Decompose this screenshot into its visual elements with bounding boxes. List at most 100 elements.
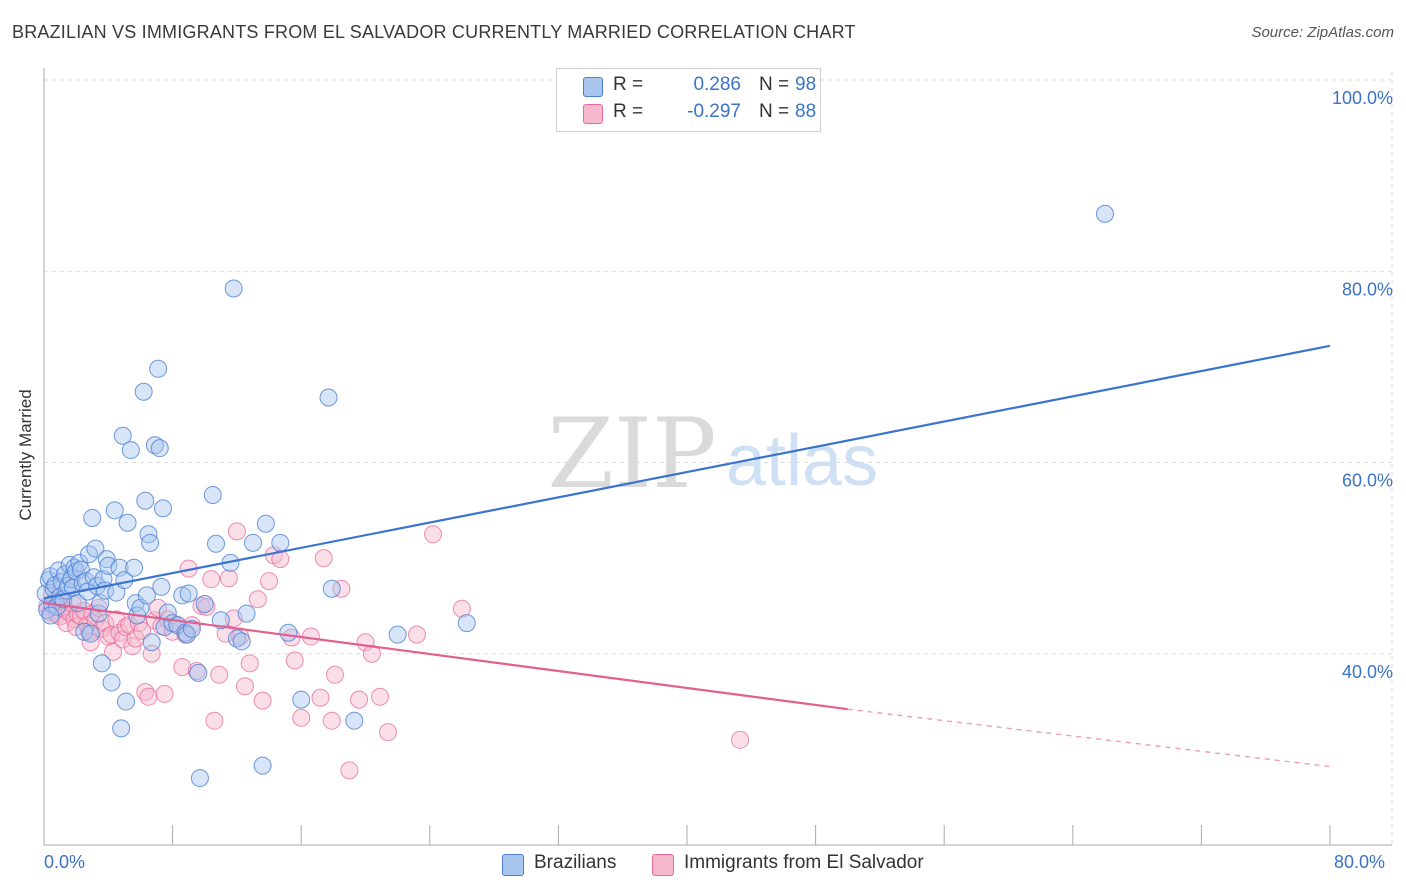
point-el-salvador bbox=[248, 590, 267, 609]
x-tick-label-min: 0.0% bbox=[44, 852, 86, 872]
x-tick-label-max: 80.0% bbox=[1334, 852, 1386, 872]
point-brazilian bbox=[116, 692, 135, 711]
point-brazilian bbox=[195, 595, 214, 614]
point-el-salvador bbox=[325, 665, 344, 684]
point-el-salvador bbox=[452, 599, 471, 618]
legend-n-value: 98 bbox=[795, 74, 817, 95]
point-brazilian bbox=[99, 556, 118, 575]
point-brazilian bbox=[182, 619, 201, 638]
point-brazilian bbox=[203, 486, 222, 505]
point-el-salvador bbox=[235, 677, 254, 696]
point-brazilian bbox=[292, 690, 311, 709]
point-el-salvador bbox=[104, 642, 123, 661]
legend-n-value: 88 bbox=[795, 101, 817, 122]
bottom-legend-label: Immigrants from El Salvador bbox=[684, 852, 924, 873]
point-el-salvador bbox=[205, 711, 224, 730]
point-brazilian bbox=[113, 426, 132, 445]
point-el-salvador bbox=[311, 688, 330, 707]
point-brazilian bbox=[136, 491, 155, 510]
point-brazilian bbox=[145, 436, 164, 455]
correlation-legend: R = 0.286 N = 98 R = -0.297 N = 88 bbox=[556, 68, 821, 132]
point-el-salvador bbox=[362, 644, 381, 663]
y-tick-label: 80.0% bbox=[1342, 279, 1393, 299]
point-brazilian bbox=[125, 558, 144, 577]
point-brazilian bbox=[105, 501, 124, 520]
point-brazilian bbox=[141, 533, 160, 552]
point-brazilian bbox=[319, 388, 338, 407]
point-el-salvador bbox=[155, 684, 174, 703]
point-el-salvador bbox=[424, 525, 443, 544]
point-brazilian bbox=[81, 624, 100, 643]
point-el-salvador bbox=[227, 522, 246, 541]
point-el-salvador bbox=[197, 597, 216, 616]
legend-r-label: R = bbox=[613, 74, 644, 95]
y-axis-title: Currently Married bbox=[16, 389, 35, 521]
y-tick-labels: 40.0% 60.0% 80.0% 100.0% bbox=[1332, 88, 1393, 682]
trendline-brazilians bbox=[43, 344, 1331, 600]
point-brazilian bbox=[134, 382, 153, 401]
point-brazilian bbox=[153, 499, 172, 518]
point-el-salvador bbox=[202, 570, 221, 589]
point-brazilian bbox=[207, 534, 226, 553]
trendlines bbox=[43, 344, 1331, 768]
point-el-salvador bbox=[314, 549, 333, 568]
point-brazilian bbox=[243, 533, 262, 552]
point-el-salvador bbox=[340, 761, 359, 780]
point-brazilian bbox=[189, 663, 208, 682]
point-brazilian bbox=[211, 611, 230, 630]
source-label: Source: ZipAtlas.com bbox=[1251, 24, 1394, 41]
legend-r-label: R = bbox=[613, 101, 644, 122]
point-el-salvador bbox=[379, 723, 398, 742]
legend-r-value: -0.297 bbox=[687, 101, 741, 122]
point-brazilian bbox=[253, 756, 272, 775]
point-el-salvador bbox=[182, 616, 201, 635]
watermark-zip: ZIP bbox=[547, 398, 716, 510]
point-brazilian bbox=[1095, 204, 1114, 223]
point-el-salvador bbox=[210, 665, 229, 684]
gridlines bbox=[44, 72, 1393, 845]
point-brazilian bbox=[279, 623, 298, 642]
bottom-legend-swatch-blue bbox=[502, 854, 524, 876]
axes bbox=[43, 68, 1392, 846]
y-tick-label: 60.0% bbox=[1342, 471, 1393, 491]
point-el-salvador bbox=[260, 572, 279, 591]
point-brazilian bbox=[345, 711, 364, 730]
y-tick-label: 40.0% bbox=[1342, 662, 1393, 682]
point-brazilian bbox=[137, 586, 156, 605]
point-el-salvador bbox=[350, 690, 369, 709]
point-brazilian bbox=[388, 625, 407, 644]
point-brazilian bbox=[150, 439, 169, 458]
point-brazilian bbox=[86, 539, 105, 558]
point-brazilian bbox=[75, 622, 94, 641]
point-brazilian bbox=[121, 441, 140, 460]
point-el-salvador bbox=[136, 683, 155, 701]
point-el-salvador bbox=[219, 569, 238, 588]
watermark-atlas: atlas bbox=[726, 421, 878, 501]
point-el-salvador bbox=[216, 624, 235, 643]
legend-swatch-pink bbox=[583, 104, 603, 124]
point-brazilian bbox=[142, 633, 161, 652]
legend-n-label: N = bbox=[759, 74, 790, 95]
point-el-salvador bbox=[139, 687, 158, 706]
point-el-salvador bbox=[407, 625, 426, 644]
bottom-legend-swatch-pink bbox=[652, 854, 674, 876]
point-brazilian bbox=[112, 719, 131, 738]
point-el-salvador bbox=[173, 658, 192, 677]
point-el-salvador bbox=[96, 614, 115, 633]
point-el-salvador bbox=[731, 730, 750, 749]
point-brazilian bbox=[152, 577, 171, 596]
point-el-salvador bbox=[332, 579, 351, 598]
point-brazilian bbox=[173, 586, 192, 605]
point-el-salvador bbox=[253, 691, 272, 710]
point-brazilian bbox=[102, 673, 121, 692]
point-brazilian bbox=[190, 769, 209, 788]
legend-swatch-blue bbox=[583, 77, 603, 97]
watermark: ZIP atlas bbox=[547, 398, 878, 510]
legend-r-value: 0.286 bbox=[693, 74, 741, 95]
point-brazilian bbox=[224, 279, 243, 298]
point-el-salvador bbox=[149, 598, 168, 617]
point-brazilian bbox=[41, 606, 60, 625]
point-el-salvador bbox=[240, 654, 259, 673]
legend-n-label: N = bbox=[759, 101, 790, 122]
